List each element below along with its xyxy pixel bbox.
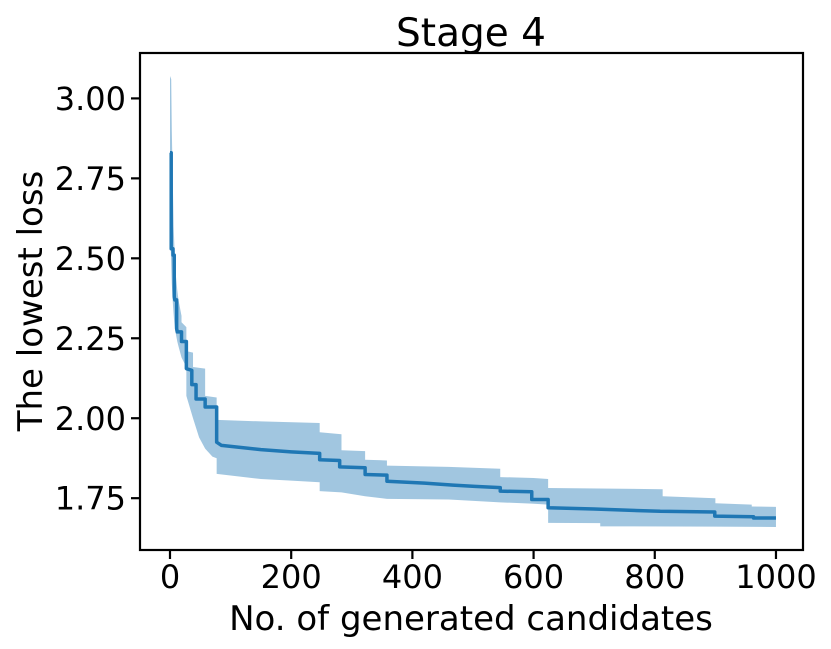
y-axis-label: The lowest loss	[11, 171, 51, 433]
x-tick-label: 800	[624, 558, 685, 596]
x-axis-ticks: 0 200 400 600 800 1000	[160, 550, 817, 596]
y-tick-label: 2.75	[55, 160, 126, 198]
x-tick-label: 0	[160, 558, 180, 596]
y-tick-label: 2.50	[55, 240, 126, 278]
x-tick-label: 200	[261, 558, 322, 596]
y-axis-ticks: 3.00 2.75 2.50 2.25 2.00 1.75	[55, 80, 140, 518]
y-tick-label: 3.00	[55, 80, 126, 118]
y-tick-label: 2.00	[55, 400, 126, 438]
x-axis-label: No. of generated candidates	[229, 599, 713, 639]
chart-title: Stage 4	[396, 11, 546, 56]
y-tick-label: 1.75	[55, 480, 126, 518]
plot-border	[138, 51, 805, 552]
confidence-band	[170, 76, 776, 527]
y-tick-label: 2.25	[55, 320, 126, 358]
loss-line	[169, 151, 776, 520]
x-tick-label: 600	[503, 558, 564, 596]
x-tick-label: 1000	[735, 558, 816, 596]
x-tick-label: 400	[382, 558, 443, 596]
